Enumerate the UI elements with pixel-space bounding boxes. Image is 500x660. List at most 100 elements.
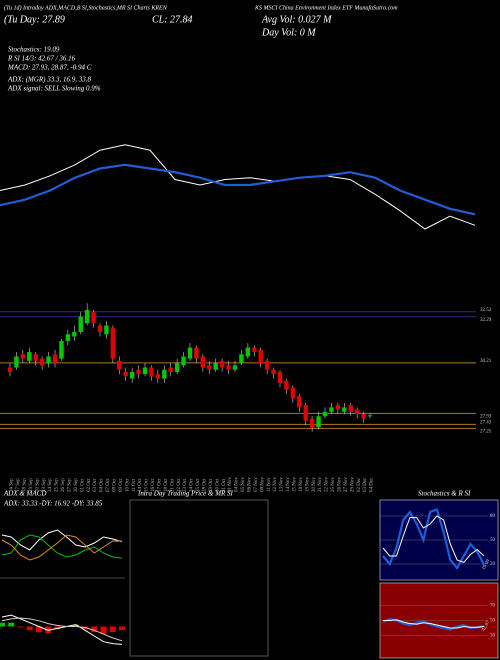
date-label: 15 Nov [292, 477, 297, 492]
histogram-bar [35, 626, 42, 633]
date-label: 28 Oct [202, 478, 207, 492]
info-line: ADX signal: SELL Slowing 0.9% [7, 85, 101, 93]
candle-body [303, 405, 308, 421]
date-label: 20 Nov [312, 477, 317, 492]
date-label: 14 Nov [286, 477, 291, 492]
panel-subtitle: ADX: 33.33 -DY: 16.92 -DY: 33.85 [3, 500, 103, 508]
candle-body [72, 332, 77, 337]
date-label: 08 Oct [112, 478, 117, 492]
candle-body [342, 407, 347, 412]
date-label: 24 Sep [48, 478, 53, 492]
date-label: 14 Oct [138, 478, 143, 492]
candle-body [7, 367, 13, 372]
indicator-line [383, 619, 485, 629]
histogram-bar [119, 626, 125, 631]
y-tick-label: 70 [490, 604, 496, 609]
candle-body [20, 354, 26, 359]
level-label: 32.29 [480, 318, 492, 323]
candle-body [264, 360, 270, 370]
date-label: 22 Oct [177, 478, 182, 492]
date-label: 11 Nov [267, 477, 272, 492]
candle-body [97, 325, 103, 333]
indicator-line [1, 614, 123, 645]
candle-body [181, 356, 186, 366]
candle-body [84, 309, 90, 324]
histogram-bar [91, 626, 98, 633]
intraday-box [129, 499, 269, 657]
indicator-line [1, 534, 123, 561]
indicator-line [1, 617, 123, 642]
date-label: 23 Oct [183, 478, 188, 492]
date-label: 30 Oct [215, 478, 220, 492]
avg-volume: Avg Vol: 0.027 M [261, 14, 332, 25]
date-label: 15 Oct [145, 478, 150, 492]
candle-body [252, 347, 257, 352]
date-label: 01 Oct [80, 478, 85, 492]
date-label: 03 Oct [93, 478, 98, 492]
date-label: 17 Sep [16, 478, 21, 492]
histogram-bar [100, 626, 107, 635]
level-label: 27.43 [480, 421, 492, 426]
candle-body [232, 365, 238, 370]
last-value-label: 42.67 [482, 620, 492, 633]
candle-body [39, 358, 45, 366]
date-label: 25 Oct [196, 478, 201, 492]
candle-body [155, 374, 161, 379]
date-label: 20 Sep [35, 478, 40, 492]
date-label: 31 Oct [222, 478, 227, 492]
candle-body [46, 356, 51, 364]
date-label: 04 Oct [100, 478, 105, 492]
candle-body [226, 365, 231, 370]
info-line: ADX: (MGR) 33.3, 16.9, 33.8 [7, 76, 92, 84]
date-label: 29 Oct [209, 478, 214, 492]
histogram-bar [0, 622, 5, 627]
y-tick-label: 20 [490, 562, 496, 567]
date-label: 19 Sep [29, 478, 34, 492]
date-label: 05 Nov [241, 477, 246, 492]
level-label: 27.93 [480, 414, 492, 419]
candle-body [162, 369, 167, 379]
candle-body [65, 334, 71, 341]
candle-body [219, 360, 225, 368]
date-label: 24 Oct [190, 478, 195, 492]
candle-body [110, 327, 116, 359]
date-label: 21 Oct [170, 478, 175, 492]
panel-title: ADX & MACD [3, 490, 46, 498]
date-label: 11 Oct [132, 478, 137, 492]
candle-body [14, 356, 19, 368]
candle-body [354, 409, 360, 414]
date-label: 04 Nov [235, 477, 240, 492]
indicator-line [382, 515, 485, 563]
date-label: 27 Sep [67, 478, 72, 492]
level-label: 32.52 [480, 308, 492, 313]
panel-title: Intra Day Trading Price & MR SI [137, 490, 234, 498]
candle-body [174, 363, 180, 372]
date-label: 03 Dec [363, 477, 368, 492]
candle-body [361, 414, 366, 419]
date-label: 07 Nov [254, 477, 259, 492]
candle-body [33, 354, 38, 361]
histogram-bar [8, 622, 15, 627]
histogram-bar [109, 626, 116, 633]
y-tick-label: 30 [490, 634, 496, 639]
date-label: 18 Sep [22, 478, 27, 492]
date-label: 10 Oct [125, 478, 130, 492]
y-tick-label: 50 [490, 538, 496, 543]
date-label: 06 Nov [247, 477, 252, 492]
info-line: Stochastics: 19.09 [8, 46, 60, 54]
date-label: 07 Oct [106, 478, 111, 492]
candle-body [329, 407, 334, 412]
date-label: 21 Nov [318, 477, 323, 492]
histogram-bar [26, 626, 33, 631]
y-tick-label: 50 [490, 619, 496, 624]
candle-body [129, 371, 135, 379]
date-label: 16 Oct [151, 478, 156, 492]
candle-body [367, 415, 373, 417]
candle-body [277, 371, 283, 383]
histogram-bar [17, 626, 24, 628]
date-label: 09 Oct [119, 478, 124, 492]
candle-body [316, 416, 321, 428]
date-label: 18 Nov [299, 477, 304, 492]
candle-body [245, 347, 251, 357]
